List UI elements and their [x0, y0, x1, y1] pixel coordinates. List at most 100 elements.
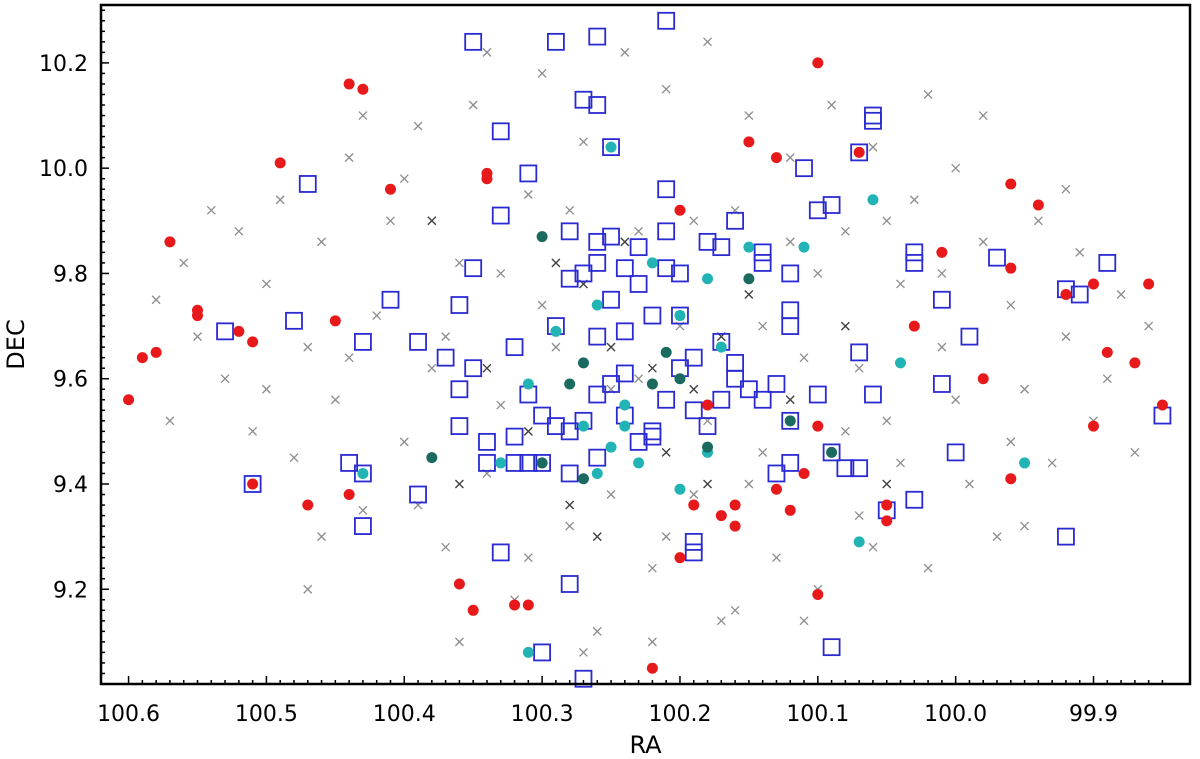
data-point-square: [850, 459, 869, 478]
data-point-square: [1098, 254, 1117, 272]
data-point-red: [674, 552, 686, 564]
data-point-square: [588, 232, 607, 251]
x-tick-label: 100.4: [373, 702, 436, 727]
data-point-cross: [785, 153, 795, 163]
data-point-square: [588, 254, 607, 272]
data-point-cross: [551, 258, 561, 268]
data-point-red: [247, 336, 259, 348]
data-point-square: [684, 401, 703, 420]
data-point-square: [464, 32, 483, 51]
data-point-square: [753, 390, 772, 409]
data-point-cross: [978, 237, 988, 247]
data-point-cross: [827, 100, 837, 110]
data-point-cross: [634, 226, 644, 236]
data-point-cross: [1020, 384, 1030, 394]
data-point-cross: [882, 416, 892, 426]
data-point-cross: [579, 137, 588, 147]
data-point-cyan: [522, 378, 534, 390]
data-point-teal: [577, 473, 589, 485]
data-point-cyan: [1019, 457, 1031, 469]
data-point-square: [629, 432, 648, 451]
data-point-square: [216, 322, 234, 341]
data-point-square: [505, 427, 524, 446]
data-point-cross: [937, 342, 947, 352]
data-point-cyan: [895, 357, 907, 369]
data-point-cross: [427, 363, 437, 373]
data-point-red: [798, 467, 810, 479]
data-point-cross: [330, 395, 340, 405]
data-point-cyan: [853, 536, 865, 548]
data-point-square: [546, 417, 565, 435]
data-point-red: [1143, 278, 1155, 290]
data-point-cross: [1061, 184, 1071, 194]
data-point-teal: [702, 441, 714, 453]
data-point-cyan: [619, 420, 631, 432]
data-point-square: [574, 90, 593, 109]
data-point-square: [864, 111, 882, 130]
data-point-cross: [689, 216, 699, 226]
data-point-square: [767, 375, 786, 393]
data-point-cross: [551, 342, 561, 352]
data-point-cross: [358, 505, 368, 515]
x-tick-label: 100.3: [511, 702, 574, 727]
data-point-cross: [647, 363, 657, 373]
data-point-cross: [441, 332, 451, 342]
data-point-square: [546, 32, 565, 51]
data-point-cross: [206, 205, 216, 215]
data-point-cross: [882, 479, 892, 489]
data-point-cross: [703, 37, 712, 47]
data-point-square: [753, 254, 772, 272]
data-point-cross: [785, 395, 795, 405]
data-point-square: [932, 290, 951, 309]
data-point-cross: [868, 542, 878, 552]
data-point-cross: [441, 542, 451, 552]
data-point-cross: [1033, 216, 1043, 226]
data-point-cross: [344, 353, 354, 363]
data-point-square: [560, 269, 579, 288]
data-point-cross: [689, 490, 699, 499]
data-point-teal: [784, 415, 796, 427]
data-point-square: [491, 543, 510, 562]
data-point-cross: [399, 174, 409, 184]
data-point-cross: [427, 216, 437, 226]
data-point-cross: [661, 532, 671, 542]
data-point-square: [409, 332, 427, 351]
data-point-red: [674, 204, 686, 216]
data-point-square: [712, 238, 731, 257]
data-point-square: [354, 332, 372, 351]
data-point-red: [881, 499, 893, 511]
data-point-square: [450, 380, 469, 399]
data-point-square: [588, 327, 607, 346]
data-point-cross: [413, 121, 423, 131]
data-point-cross: [358, 111, 368, 120]
data-point-cross: [468, 100, 478, 110]
data-point-cyan: [577, 420, 589, 432]
data-point-square: [533, 454, 552, 472]
data-point-cross: [261, 384, 271, 394]
data-point-red: [743, 136, 755, 148]
x-tick-label: 100.6: [97, 702, 160, 727]
data-point-cross: [896, 458, 905, 468]
data-point-red: [715, 510, 727, 522]
data-point-red: [509, 599, 521, 611]
data-point-teal: [536, 231, 548, 243]
data-point-square: [822, 638, 841, 657]
data-point-red: [908, 320, 920, 332]
data-point-cross: [165, 416, 175, 426]
data-point-square: [781, 317, 800, 335]
data-point-cross: [744, 479, 754, 489]
data-point-cross: [896, 279, 905, 289]
data-point-cross: [606, 342, 616, 352]
data-point-cross: [689, 384, 699, 394]
y-tick-label: 9.6: [53, 368, 88, 393]
data-point-square: [698, 417, 717, 435]
data-point-square: [836, 459, 855, 478]
data-point-square: [602, 138, 620, 157]
data-point-cross: [1047, 458, 1057, 468]
data-point-cross: [1006, 300, 1016, 310]
data-point-square: [726, 211, 745, 230]
x-tick-label: 100.5: [235, 702, 298, 727]
data-point-red: [453, 578, 465, 590]
data-point-cross: [785, 237, 795, 247]
